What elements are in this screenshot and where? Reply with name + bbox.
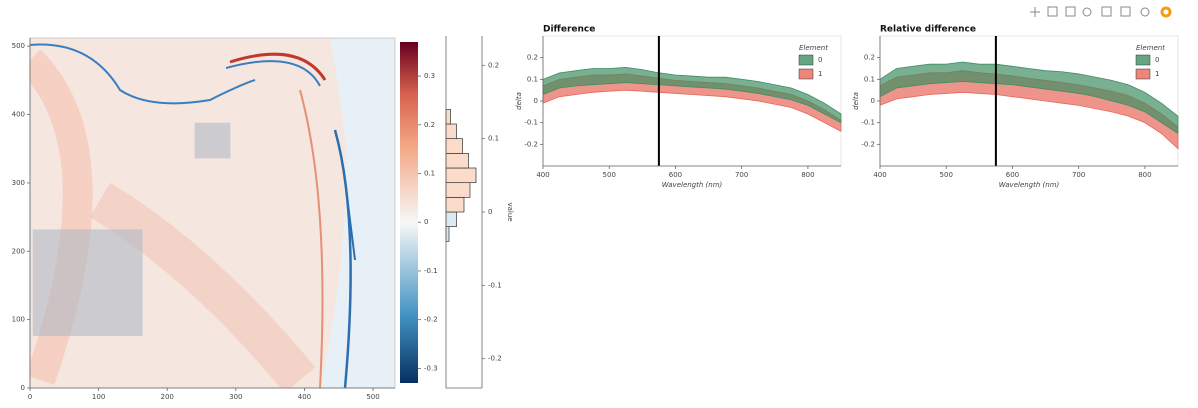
x-tick-label: 500 bbox=[603, 171, 616, 179]
box-zoom-tool[interactable] bbox=[1047, 6, 1058, 17]
y-tick-label: -0.1 bbox=[861, 119, 875, 127]
legend-swatch bbox=[1135, 54, 1151, 66]
x-axis-label: Wavelength (nm) bbox=[662, 181, 723, 189]
colorbar-tick-label: 0 bbox=[424, 218, 428, 226]
x-tick-label: 700 bbox=[1072, 171, 1085, 179]
y-tick-label: 0.1 bbox=[864, 75, 875, 83]
y-tick-label: 0 bbox=[534, 97, 538, 105]
y-tick-label: -0.1 bbox=[488, 281, 502, 289]
selection-box bbox=[32, 229, 143, 337]
legend-swatch bbox=[798, 68, 814, 80]
legend-swatch bbox=[798, 54, 814, 66]
x-tick-label: 600 bbox=[1006, 171, 1019, 179]
y-axis-label: delta bbox=[852, 92, 860, 110]
colorbar bbox=[400, 42, 418, 383]
x-tick-label: 500 bbox=[940, 171, 953, 179]
y-axis-label: value bbox=[506, 202, 514, 221]
legend-label: 0 bbox=[818, 56, 822, 64]
y-tick-label: 100 bbox=[12, 316, 25, 324]
y-tick-label: 0.2 bbox=[488, 61, 499, 69]
histogram-bar bbox=[445, 152, 469, 169]
legend-label: 0 bbox=[1155, 56, 1159, 64]
y-tick-label: 0.2 bbox=[527, 54, 538, 62]
y-tick-label: 500 bbox=[12, 42, 25, 50]
x-tick-label: 400 bbox=[536, 171, 549, 179]
histogram-bar bbox=[445, 167, 477, 184]
y-tick-label: -0.2 bbox=[861, 140, 875, 148]
histogram-bar bbox=[445, 138, 463, 154]
y-tick-label: -0.2 bbox=[488, 355, 502, 363]
y-tick-label: 0.2 bbox=[864, 54, 875, 62]
y-tick-label: 0.1 bbox=[488, 135, 499, 143]
y-tick-label: -0.1 bbox=[524, 119, 538, 127]
selection-box bbox=[194, 122, 231, 159]
lasso-tool[interactable] bbox=[1082, 7, 1092, 17]
colorbar-tick-label: 0.3 bbox=[424, 72, 435, 80]
x-tick-label: 800 bbox=[1138, 171, 1151, 179]
x-tick-label: 400 bbox=[298, 393, 311, 401]
colorbar-tick-label: -0.1 bbox=[424, 267, 438, 275]
x-tick-label: 500 bbox=[366, 393, 379, 401]
histogram-bar bbox=[445, 196, 465, 213]
x-tick-label: 100 bbox=[92, 393, 105, 401]
histogram-bar bbox=[445, 108, 451, 125]
box-select-tool[interactable] bbox=[1101, 6, 1112, 17]
y-tick-label: 200 bbox=[12, 247, 25, 255]
colorbar-tick-label: 0.2 bbox=[424, 121, 435, 129]
select-tool[interactable] bbox=[1065, 6, 1076, 17]
legend-swatch bbox=[1135, 68, 1151, 80]
y-tick-label: 400 bbox=[12, 111, 25, 119]
x-axis-label: Wavelength (nm) bbox=[999, 181, 1060, 189]
colorbar-tick-label: -0.2 bbox=[424, 316, 438, 324]
save-tool[interactable] bbox=[1120, 6, 1131, 17]
x-tick-label: 200 bbox=[161, 393, 174, 401]
band bbox=[879, 61, 1179, 135]
bokeh-logo[interactable] bbox=[1160, 6, 1172, 18]
y-tick-label: -0.2 bbox=[524, 140, 538, 148]
histogram-bar bbox=[445, 182, 471, 198]
histogram-bar bbox=[445, 211, 457, 228]
legend-label: 1 bbox=[1155, 70, 1159, 78]
chart-title: Relative difference bbox=[880, 25, 976, 35]
x-tick-label: 700 bbox=[735, 171, 748, 179]
colorbar-tick-label: -0.3 bbox=[424, 364, 438, 372]
x-tick-label: 600 bbox=[669, 171, 682, 179]
band bbox=[542, 67, 842, 124]
x-tick-label: 400 bbox=[873, 171, 886, 179]
histogram-bar bbox=[445, 226, 450, 242]
y-axis-label: delta bbox=[515, 92, 523, 110]
legend-title: Element bbox=[1136, 44, 1165, 52]
colorbar-tick-label: 0.1 bbox=[424, 170, 435, 178]
x-tick-label: 0 bbox=[28, 393, 32, 401]
chart-title: Difference bbox=[543, 25, 595, 35]
legend-label: 1 bbox=[818, 70, 822, 78]
pan-tool[interactable] bbox=[1030, 7, 1040, 17]
y-tick-label: 300 bbox=[12, 179, 25, 187]
y-tick-label: 0.1 bbox=[527, 75, 538, 83]
legend-title: Element bbox=[799, 44, 828, 52]
x-tick-label: 300 bbox=[229, 393, 242, 401]
y-tick-label: 0 bbox=[21, 384, 25, 392]
y-tick-label: 0 bbox=[871, 97, 875, 105]
x-tick-label: 800 bbox=[801, 171, 814, 179]
reset-tool[interactable] bbox=[1140, 7, 1150, 17]
toolbar bbox=[1030, 6, 1172, 18]
y-tick-label: 0 bbox=[488, 208, 492, 216]
histogram-bar bbox=[445, 123, 457, 140]
